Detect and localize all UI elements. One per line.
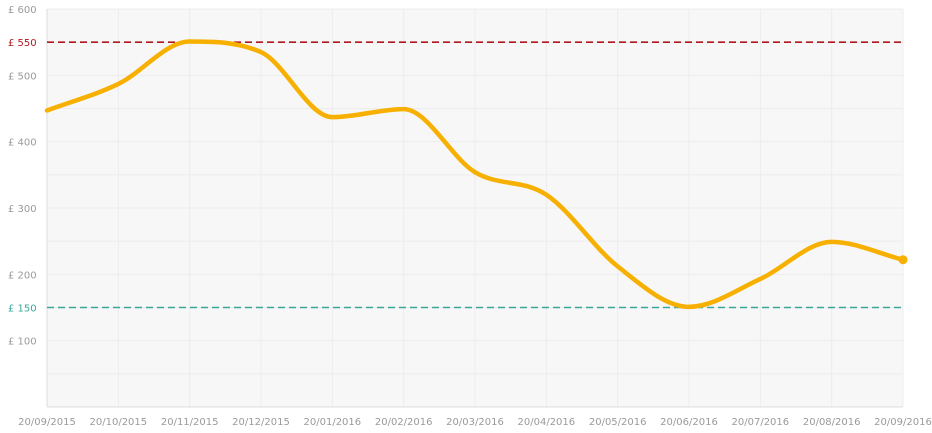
x-tick-label: 20/10/2015 [90,417,148,428]
y-tick-label: £ 200 [8,270,37,281]
y-axis-ticks: £ 550 £ 150 £ 100 £ 200 £ 300 £ 400 £ 500 £ 600 [8,5,37,348]
x-tick-label: 20/08/2016 [803,417,861,428]
x-tick-label: 20/11/2015 [161,417,219,428]
x-tick-label: 20/09/2015 [18,417,76,428]
grid-layer [46,8,904,408]
reference-line-label: £ 150 [8,304,37,315]
y-tick-label: £ 400 [8,138,37,149]
series-line [44,39,906,310]
x-tick-label: 20/06/2016 [660,417,718,428]
x-tick-label: 20/09/2016 [874,417,932,428]
x-tick-label: 20/04/2016 [518,417,576,428]
x-axis-ticks: 20/09/2015 20/10/2015 20/11/2015 20/12/2015… [18,417,932,428]
y-tick-label: £ 300 [8,204,37,215]
series-endpoint-marker [898,255,908,265]
x-tick-label: 20/01/2016 [304,417,362,428]
series-layer [44,39,908,310]
x-tick-label: 20/07/2016 [732,417,790,428]
x-tick-label: 20/05/2016 [589,417,647,428]
y-tick-label: £ 600 [8,5,37,16]
x-tick-label: 20/12/2015 [232,417,290,428]
x-tick-label: 20/02/2016 [375,417,433,428]
x-tick-label: 20/03/2016 [446,417,504,428]
y-tick-label: £ 500 [8,71,37,82]
y-tick-label: £ 100 [8,337,37,348]
reference-line-label: £ 550 [8,38,37,49]
